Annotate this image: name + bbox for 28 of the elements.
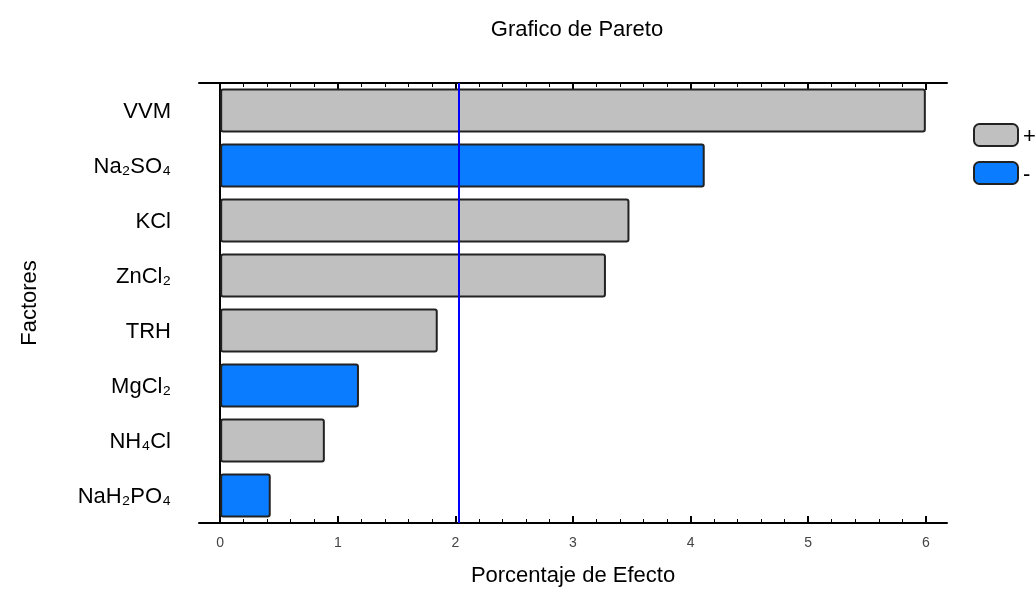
- x-tick-label: 0: [216, 534, 225, 550]
- legend-label: -: [1023, 160, 1031, 186]
- x-tick-label: 6: [921, 534, 930, 550]
- x-tick-label: 4: [686, 534, 695, 550]
- y-tick-label: Na₂SO₄: [93, 153, 172, 178]
- chart-title: Grafico de Pareto: [490, 15, 664, 41]
- x-tick-label: 1: [333, 534, 342, 550]
- legend-label: +: [1023, 122, 1035, 148]
- y-tick-label: NH₄Cl: [109, 428, 171, 453]
- bar: [220, 198, 630, 243]
- bar: [220, 308, 438, 353]
- x-tick-label: 2: [451, 534, 460, 550]
- y-tick-label: VVM: [123, 98, 171, 123]
- bar: [220, 88, 926, 133]
- x-axis-title: Porcentaje de Efecto: [470, 561, 676, 587]
- bar: [220, 473, 271, 518]
- y-tick-label: NaH₂PO₄: [77, 483, 172, 508]
- y-tick-label: TRH: [125, 318, 171, 343]
- y-tick-label: KCl: [135, 208, 171, 233]
- bar: [220, 363, 359, 408]
- bar: [220, 418, 325, 463]
- bar: [220, 253, 606, 298]
- y-tick-label: MgCl₂: [111, 373, 171, 398]
- x-tick-label: 3: [569, 534, 578, 550]
- bar: [220, 143, 705, 188]
- y-axis-title: Factores: [15, 260, 41, 346]
- x-tick-label: 5: [804, 534, 813, 550]
- y-tick-label: ZnCl₂: [116, 263, 171, 288]
